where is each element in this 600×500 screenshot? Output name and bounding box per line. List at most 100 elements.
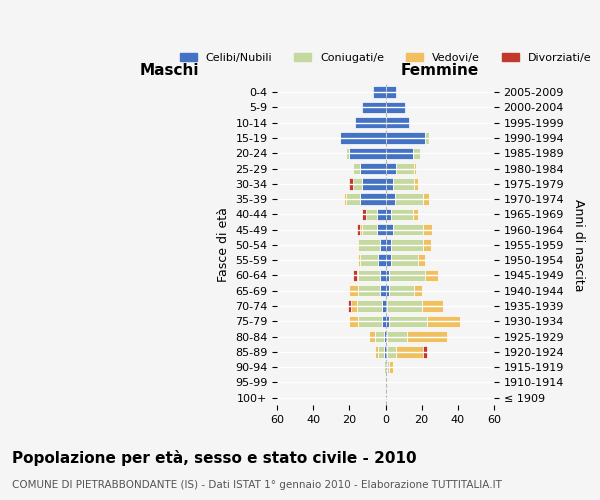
Bar (415, 285, 422, 296)
Bar (358, 285, 380, 296)
Bar (382, 316, 386, 327)
Bar (386, 224, 393, 235)
Bar (360, 194, 386, 205)
Bar (384, 346, 386, 358)
Bar (362, 208, 365, 220)
Bar (386, 285, 389, 296)
Bar (424, 346, 427, 358)
Bar (338, 132, 340, 143)
Bar (353, 163, 360, 174)
Bar (362, 178, 386, 190)
Bar (349, 285, 358, 296)
Bar (388, 362, 389, 373)
Bar (344, 194, 346, 205)
Bar (389, 316, 427, 327)
Text: Femmine: Femmine (401, 63, 479, 78)
Bar (360, 224, 362, 235)
Bar (365, 208, 377, 220)
Bar (346, 194, 360, 205)
Bar (351, 300, 356, 312)
Bar (356, 270, 358, 281)
Bar (386, 331, 388, 342)
Bar (384, 331, 386, 342)
Bar (413, 148, 420, 159)
Bar (388, 346, 397, 358)
Bar (360, 163, 386, 174)
Bar (353, 270, 356, 281)
Bar (353, 178, 362, 190)
Bar (386, 254, 391, 266)
Bar (380, 270, 386, 281)
Bar (386, 376, 388, 388)
Bar (358, 239, 380, 250)
Bar (356, 224, 360, 235)
Bar (425, 270, 438, 281)
Bar (397, 163, 415, 174)
Bar (380, 239, 386, 250)
Bar (379, 254, 386, 266)
Bar (424, 224, 433, 235)
Bar (424, 239, 431, 250)
Bar (386, 316, 389, 327)
Bar (358, 316, 382, 327)
Bar (427, 316, 460, 327)
Bar (386, 86, 397, 98)
Bar (384, 362, 386, 373)
Bar (355, 117, 386, 128)
Bar (391, 254, 418, 266)
Bar (346, 148, 349, 159)
Bar (386, 178, 393, 190)
Bar (386, 300, 388, 312)
Bar (388, 331, 407, 342)
Bar (424, 194, 429, 205)
Bar (377, 208, 386, 220)
Bar (349, 178, 353, 190)
Bar (386, 239, 391, 250)
Bar (386, 208, 391, 220)
Bar (386, 194, 395, 205)
Bar (422, 300, 443, 312)
Bar (358, 254, 360, 266)
Bar (362, 224, 377, 235)
Bar (347, 300, 351, 312)
Bar (425, 132, 429, 143)
Bar (389, 270, 425, 281)
Bar (358, 270, 380, 281)
Y-axis label: Fasce di età: Fasce di età (217, 208, 230, 282)
Bar (393, 178, 415, 190)
Bar (386, 362, 388, 373)
Y-axis label: Anni di nascita: Anni di nascita (572, 198, 585, 291)
Text: Popolazione per età, sesso e stato civile - 2010: Popolazione per età, sesso e stato civil… (12, 450, 416, 466)
Bar (386, 270, 389, 281)
Bar (356, 239, 358, 250)
Bar (407, 331, 447, 342)
Bar (386, 163, 397, 174)
Bar (373, 86, 386, 98)
Bar (388, 300, 422, 312)
Bar (386, 132, 425, 143)
Bar (418, 254, 425, 266)
Legend: Celibi/Nubili, Coniugati/e, Vedovi/e, Divorziati/e: Celibi/Nubili, Coniugati/e, Vedovi/e, Di… (176, 48, 595, 67)
Bar (397, 346, 424, 358)
Bar (340, 132, 386, 143)
Bar (415, 163, 416, 174)
Bar (389, 362, 393, 373)
Bar (380, 285, 386, 296)
Bar (391, 239, 424, 250)
Bar (375, 346, 379, 358)
Bar (386, 392, 388, 404)
Bar (391, 208, 413, 220)
Bar (356, 300, 382, 312)
Bar (377, 224, 386, 235)
Bar (349, 148, 386, 159)
Bar (360, 254, 379, 266)
Bar (349, 316, 358, 327)
Text: COMUNE DI PIETRABBONDANTE (IS) - Dati ISTAT 1° gennaio 2010 - Elaborazione TUTTI: COMUNE DI PIETRABBONDANTE (IS) - Dati IS… (12, 480, 502, 490)
Bar (395, 194, 424, 205)
Bar (375, 331, 384, 342)
Bar (386, 148, 413, 159)
Bar (386, 346, 388, 358)
Bar (393, 224, 424, 235)
Bar (379, 346, 384, 358)
Bar (415, 178, 418, 190)
